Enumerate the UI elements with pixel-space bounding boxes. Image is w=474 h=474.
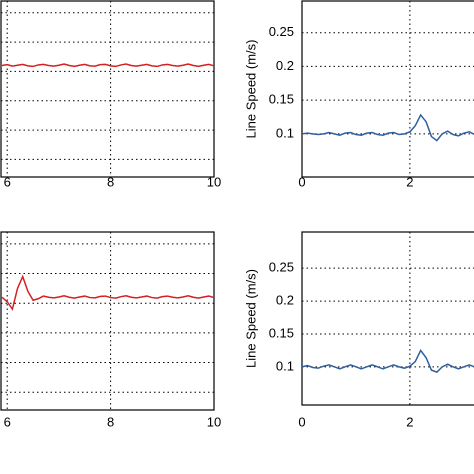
- y-tick-label: 0.25: [269, 260, 294, 275]
- x-tick-label: 2: [406, 414, 413, 429]
- data-line: [1, 63, 215, 68]
- x-tick-label: 8: [107, 174, 114, 189]
- y-tick-label: 0.2: [276, 58, 294, 73]
- y-axis-label: Line Speed (m/s): [243, 269, 258, 368]
- axes-box: [0, 0, 215, 178]
- y-tick-label: 0.15: [269, 92, 294, 107]
- y-tick-label: 0.1: [276, 358, 294, 373]
- axes-box: [301, 0, 474, 178]
- y-tick-label: 0.2: [276, 293, 294, 308]
- y-axis-label: Line Speed (m/s): [243, 40, 258, 139]
- data-line: [1, 274, 215, 311]
- x-tick-label: 2: [406, 174, 413, 189]
- axes-box: [0, 231, 215, 411]
- data-line: [301, 113, 474, 142]
- x-tick-label: 6: [4, 414, 11, 429]
- y-tick-label: 0.1: [276, 125, 294, 140]
- x-tick-label: 10: [207, 174, 221, 189]
- x-tick-label: 6: [4, 174, 11, 189]
- x-tick-label: 0: [298, 414, 305, 429]
- data-line: [301, 348, 474, 373]
- axes-box: [301, 231, 474, 406]
- x-tick-label: 10: [207, 414, 221, 429]
- x-tick-label: 8: [107, 414, 114, 429]
- x-tick-label: 0: [298, 174, 305, 189]
- y-tick-label: 0.15: [269, 325, 294, 340]
- y-tick-label: 0.25: [269, 24, 294, 39]
